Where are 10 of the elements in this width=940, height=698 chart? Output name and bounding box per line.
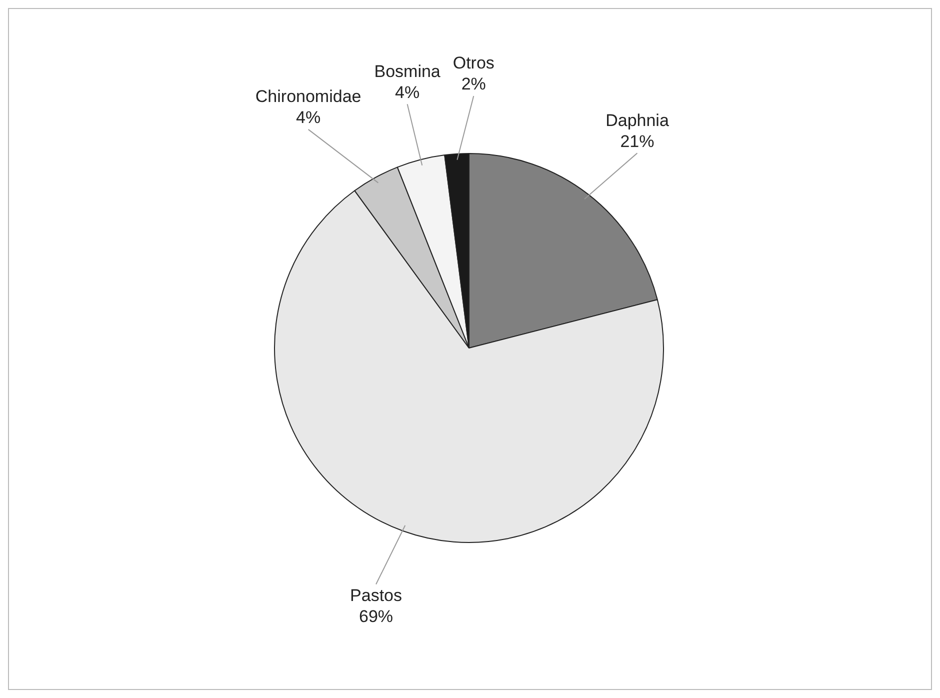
- slice-label: Otros: [452, 54, 494, 73]
- slice-label: Daphnia: [606, 110, 670, 130]
- data-label: 69%: [359, 606, 394, 626]
- slice-label: Bosmina: [374, 62, 441, 81]
- slice-label: Chironomidae: [255, 87, 362, 106]
- data-label: 4%: [296, 108, 321, 128]
- data-label: 2%: [461, 74, 486, 94]
- data-label: 4%: [395, 82, 420, 102]
- data-label: 21%: [620, 132, 654, 151]
- slice-label: Pastos: [350, 586, 402, 605]
